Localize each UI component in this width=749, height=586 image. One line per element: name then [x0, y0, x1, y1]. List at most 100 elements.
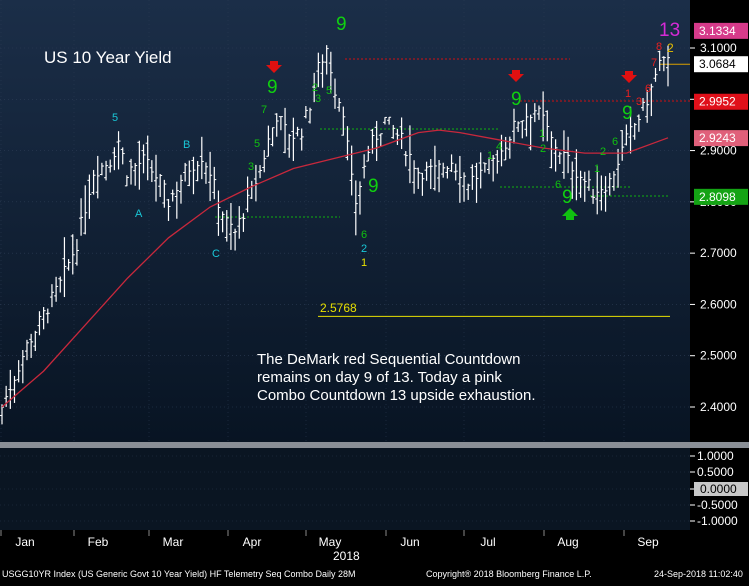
price-bar	[511, 108, 516, 144]
price-bar	[170, 189, 175, 202]
price-bar	[428, 158, 433, 190]
price-bar	[624, 124, 629, 146]
price-bar	[607, 172, 612, 196]
price-label-text: 3.1334	[699, 24, 736, 38]
price-bar	[382, 116, 387, 125]
price-bar	[233, 228, 238, 251]
price-bar	[399, 117, 404, 150]
price-bar	[532, 103, 537, 123]
lower-current-value-box	[694, 482, 748, 496]
price-label: 2.9952	[694, 93, 748, 110]
price-bar	[24, 339, 29, 361]
price-bar	[162, 179, 167, 208]
footer-center: Copyright® 2018 Bloomberg Finance L.P.	[426, 569, 592, 579]
price-bar	[120, 147, 125, 165]
demark-labels: 5 B A C 2 6 1 9 9 9 9 9 9 13 2 8 7 1 3 6…	[112, 14, 680, 269]
footer-right: 24-Sep-2018 11:02:40	[654, 569, 743, 579]
price-bar	[353, 180, 358, 236]
price-bar	[595, 166, 600, 215]
price-bar	[224, 210, 229, 242]
price-bar	[20, 349, 25, 384]
lower-tick-label: -0.5000	[697, 498, 738, 512]
footer-left: USGG10YR Index (US Generic Govt 10 Year …	[2, 569, 356, 579]
svg-text:3: 3	[636, 96, 642, 108]
moving-average-line	[1, 129, 669, 408]
price-bar	[270, 127, 275, 147]
price-bar	[208, 151, 213, 202]
price-bar	[470, 164, 475, 190]
price-bar	[495, 150, 500, 174]
svg-text:6: 6	[361, 229, 367, 241]
svg-text:9: 9	[562, 187, 573, 208]
annotation-line-3: Combo Countdown 13 upside exhaustion.	[257, 387, 536, 404]
level-2-5768-label: 2.5768	[320, 301, 357, 315]
price-bar	[362, 154, 367, 179]
price-bar	[378, 133, 383, 147]
price-bar	[545, 110, 550, 142]
price-bar	[104, 160, 109, 181]
price-bar	[116, 131, 121, 170]
signal-arrows	[266, 61, 637, 220]
y-tick-label: 2.4000	[700, 400, 737, 414]
x-tick-label: Jan	[15, 535, 34, 549]
price-bar	[374, 120, 379, 162]
svg-text:6: 6	[555, 179, 561, 191]
price-bar	[8, 369, 13, 409]
price-bars	[0, 45, 670, 425]
price-bar	[145, 135, 150, 181]
price-bar	[566, 136, 571, 174]
price-bar	[203, 162, 208, 184]
price-bar	[312, 72, 317, 103]
price-bar	[291, 117, 296, 162]
price-bar	[216, 190, 221, 236]
price-bar	[129, 158, 134, 185]
price-bar	[412, 160, 417, 194]
price-bar	[83, 185, 88, 235]
price-bar	[287, 133, 292, 158]
price-bar	[395, 129, 400, 145]
price-bar	[74, 239, 79, 266]
price-bar	[478, 152, 483, 189]
price-bar	[507, 136, 512, 159]
price-bar	[45, 308, 50, 324]
price-label: 2.8098	[694, 188, 748, 205]
price-bar	[58, 276, 63, 293]
price-bar	[303, 105, 308, 119]
price-bar	[16, 360, 21, 383]
price-bar	[661, 56, 666, 72]
price-bar	[295, 126, 300, 137]
lower-panel-ticks: 1.0000 0.5000 0.0000 -0.5000 -1.0000	[0, 449, 748, 528]
svg-text:2: 2	[361, 243, 367, 255]
price-bar	[636, 114, 641, 132]
price-bar	[557, 151, 562, 165]
price-bar	[141, 144, 146, 174]
price-bar	[649, 83, 654, 117]
price-bar	[657, 50, 662, 72]
svg-text:7: 7	[651, 57, 657, 69]
price-bar	[183, 162, 188, 182]
price-bar	[228, 203, 233, 250]
svg-text:4: 4	[496, 141, 502, 153]
price-bar	[553, 139, 558, 172]
price-bar	[278, 116, 283, 131]
svg-text:1: 1	[625, 88, 631, 100]
price-bar	[645, 89, 650, 123]
price-bar	[49, 284, 54, 308]
price-bar	[308, 107, 313, 124]
price-bar	[95, 155, 100, 199]
svg-text:6: 6	[645, 83, 651, 95]
price-label-text: 3.0684	[699, 57, 736, 71]
level-lines	[318, 63, 690, 317]
lower-tick-label: 0.0000	[700, 482, 737, 496]
price-bar	[87, 174, 92, 219]
price-bar	[599, 175, 604, 211]
gridlines	[0, 0, 690, 442]
svg-text:7: 7	[261, 104, 267, 116]
price-bar	[437, 160, 442, 193]
price-bar	[154, 154, 159, 202]
y-tick-label: 2.9000	[700, 144, 737, 158]
price-bar	[524, 103, 529, 137]
x-axis-ticks: Jan Feb Mar Apr May Jun Jul Aug Sep	[0, 530, 659, 549]
price-label: 3.1334	[694, 22, 748, 39]
price-bar	[603, 176, 608, 212]
